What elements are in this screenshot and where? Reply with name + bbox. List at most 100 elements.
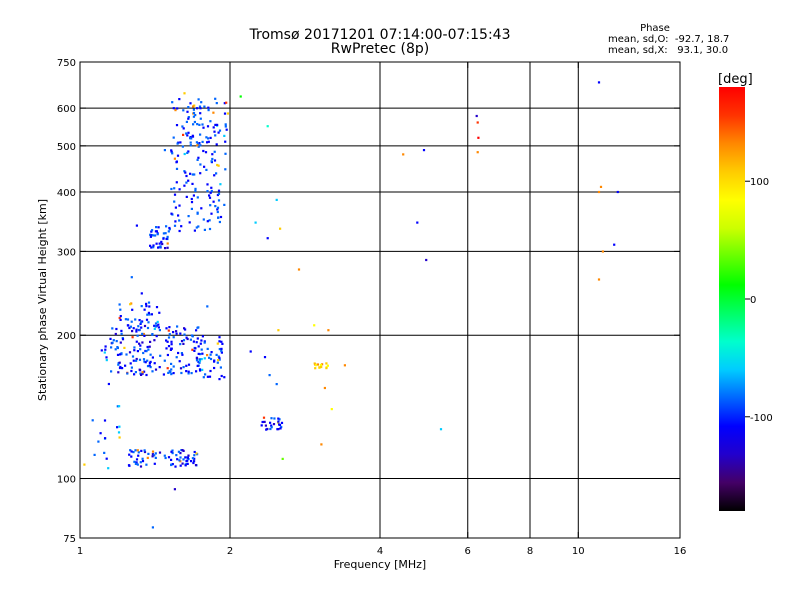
data-point	[206, 183, 209, 186]
data-point	[132, 451, 135, 454]
data-point	[154, 452, 157, 455]
data-point	[155, 335, 158, 338]
data-point	[189, 144, 192, 147]
data-point	[175, 330, 178, 333]
data-point	[105, 457, 108, 460]
data-point	[320, 443, 323, 446]
data-point	[170, 450, 173, 453]
data-point	[146, 313, 149, 316]
data-point	[103, 419, 107, 422]
data-point	[107, 467, 110, 470]
data-point	[207, 106, 210, 109]
data-point	[201, 123, 204, 126]
data-point	[158, 451, 162, 454]
data-point	[209, 204, 212, 207]
y-axis-label: Stationary phase Virtual Height [km]	[36, 199, 49, 401]
data-points	[83, 81, 619, 529]
data-point	[206, 220, 209, 223]
data-point	[165, 339, 168, 342]
data-point	[172, 336, 175, 339]
data-point	[192, 194, 195, 197]
x-tick-label: 10	[572, 546, 585, 557]
data-point	[261, 420, 264, 424]
data-point	[220, 374, 223, 378]
data-point	[177, 351, 180, 355]
data-point	[206, 354, 209, 357]
data-point	[197, 225, 200, 228]
data-point	[182, 366, 185, 369]
data-point	[273, 417, 276, 420]
data-point	[196, 144, 199, 147]
data-point	[203, 357, 206, 360]
data-point	[153, 339, 156, 342]
data-point	[154, 456, 157, 459]
data-point	[157, 246, 160, 249]
data-point	[239, 95, 242, 98]
data-point	[425, 258, 428, 262]
data-point	[109, 337, 112, 340]
data-point	[147, 311, 150, 314]
data-point	[210, 212, 213, 215]
data-point	[270, 426, 273, 429]
data-point	[149, 360, 152, 363]
data-point	[343, 364, 346, 367]
data-point	[186, 462, 189, 465]
data-point	[170, 149, 173, 152]
data-point	[216, 210, 219, 214]
data-point	[599, 185, 603, 188]
data-point	[209, 191, 212, 194]
data-point	[143, 308, 146, 311]
data-point	[314, 364, 318, 367]
data-point	[163, 454, 166, 457]
data-point	[154, 234, 157, 237]
data-point	[179, 367, 183, 370]
data-point	[476, 121, 479, 124]
data-point	[155, 306, 159, 309]
data-point	[184, 171, 187, 174]
data-point	[186, 337, 189, 341]
data-point	[133, 346, 136, 349]
data-point	[217, 192, 221, 195]
data-point	[127, 324, 130, 327]
data-point	[170, 187, 173, 191]
data-point	[130, 320, 133, 323]
data-point	[153, 327, 156, 330]
data-point	[477, 136, 480, 139]
data-point	[120, 329, 123, 332]
data-point	[201, 140, 204, 143]
data-point	[206, 190, 209, 193]
data-point	[191, 135, 195, 138]
data-point	[597, 81, 601, 84]
data-point	[182, 339, 186, 342]
data-point	[200, 339, 203, 342]
data-point	[128, 326, 131, 330]
data-point	[190, 197, 193, 201]
data-point	[145, 350, 148, 353]
data-point	[138, 328, 141, 331]
data-point	[220, 351, 223, 354]
data-point	[199, 117, 202, 120]
x-tick-label: 2	[227, 546, 233, 557]
data-point	[118, 405, 121, 408]
data-point	[276, 428, 279, 431]
data-point	[170, 373, 173, 376]
data-point	[111, 327, 114, 330]
data-point	[219, 183, 222, 186]
data-point	[223, 376, 226, 379]
data-point	[178, 219, 181, 222]
data-point	[278, 418, 281, 421]
data-point	[179, 332, 182, 335]
data-point	[170, 340, 173, 343]
data-point	[223, 112, 227, 115]
x-tick-label: 4	[377, 546, 383, 557]
data-point	[119, 353, 122, 356]
data-point	[208, 227, 212, 231]
data-point	[119, 308, 122, 311]
data-point	[208, 194, 211, 197]
data-point	[270, 417, 273, 420]
data-point	[159, 245, 162, 248]
data-point	[313, 362, 316, 365]
data-point	[149, 340, 152, 343]
data-point	[224, 168, 227, 171]
colorbar-tick-label: -100	[750, 413, 773, 424]
